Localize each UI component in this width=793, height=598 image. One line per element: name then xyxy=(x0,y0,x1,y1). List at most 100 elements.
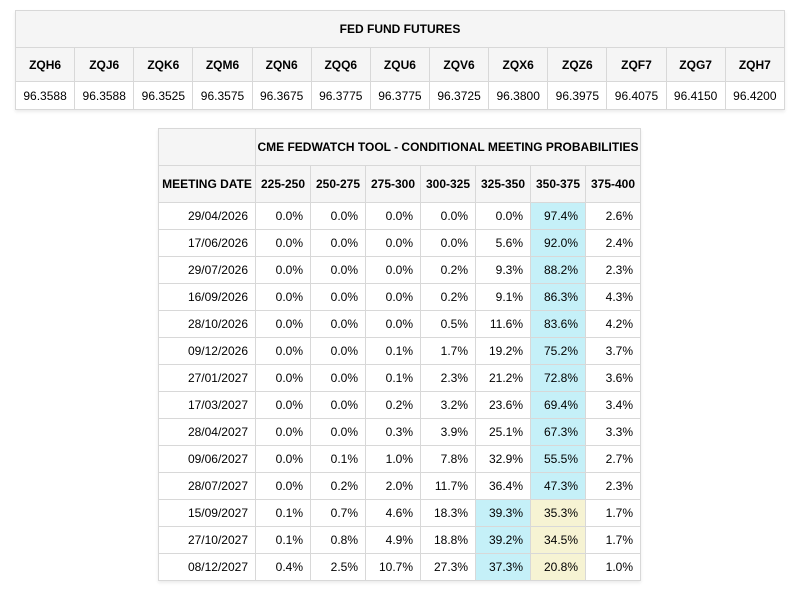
futures-contract-price: 96.3975 xyxy=(547,81,608,110)
probability-cell: 37.3% xyxy=(475,553,531,581)
probability-cell: 0.2% xyxy=(420,256,476,284)
probability-cell: 35.3% xyxy=(530,499,586,527)
probability-cell: 0.0% xyxy=(255,445,311,473)
fedwatch-row: 27/01/2027 0.0% 0.0% 0.1% 2.3% 21.2% 72.8% 3.6% xyxy=(158,364,641,392)
probability-cell: 39.3% xyxy=(475,499,531,527)
rate-range-header: 250-275 xyxy=(310,165,366,203)
probability-cell: 39.2% xyxy=(475,526,531,554)
rate-range-header: 275-300 xyxy=(365,165,421,203)
probability-cell: 4.3% xyxy=(585,283,641,311)
probability-cell: 88.2% xyxy=(530,256,586,284)
probability-cell: 0.0% xyxy=(310,418,366,446)
probability-cell: 0.0% xyxy=(365,283,421,311)
futures-contract-code: ZQN6 xyxy=(251,47,312,82)
probability-cell: 2.0% xyxy=(365,472,421,500)
probability-cell: 0.0% xyxy=(255,283,311,311)
probability-cell: 2.3% xyxy=(585,472,641,500)
probability-cell: 0.2% xyxy=(310,472,366,500)
probability-cell: 3.4% xyxy=(585,391,641,419)
meeting-date-cell: 09/06/2027 xyxy=(158,445,256,473)
fed-fund-futures-table: FED FUND FUTURES ZQH6 ZQJ6 ZQK6 ZQM6 ZQN6 ZQQ… xyxy=(14,10,786,110)
futures-contract-code: ZQH6 xyxy=(14,47,76,82)
probability-cell: 97.4% xyxy=(530,202,586,230)
probability-cell: 0.0% xyxy=(310,364,366,392)
futures-table-title: FED FUND FUTURES xyxy=(15,10,785,48)
probability-cell: 0.0% xyxy=(255,256,311,284)
fedwatch-table: CME FEDWATCH TOOL - CONDITIONAL MEETING … xyxy=(158,128,641,581)
probability-cell: 3.3% xyxy=(585,418,641,446)
probability-cell: 23.6% xyxy=(475,391,531,419)
probability-cell: 3.6% xyxy=(585,364,641,392)
probability-cell: 0.0% xyxy=(310,391,366,419)
probability-cell: 7.8% xyxy=(420,445,476,473)
futures-contract-code: ZQK6 xyxy=(133,47,194,82)
probability-cell: 55.5% xyxy=(530,445,586,473)
futures-contract-code: ZQZ6 xyxy=(547,47,608,82)
probability-cell: 0.0% xyxy=(475,202,531,230)
probability-cell: 18.8% xyxy=(420,526,476,554)
probability-cell: 0.0% xyxy=(310,283,366,311)
fedwatch-table-title: CME FEDWATCH TOOL - CONDITIONAL MEETING … xyxy=(255,128,641,166)
probability-cell: 0.0% xyxy=(310,337,366,365)
probability-cell: 4.9% xyxy=(365,526,421,554)
futures-contract-price: 96.3525 xyxy=(133,81,194,110)
probability-cell: 0.7% xyxy=(310,499,366,527)
futures-title-row: FED FUND FUTURES xyxy=(15,10,785,48)
probability-cell: 0.0% xyxy=(255,202,311,230)
futures-contract-price: 96.3800 xyxy=(488,81,549,110)
fedwatch-body: 29/04/2026 0.0% 0.0% 0.0% 0.0% 0.0% 97.4% 2.6% 1… xyxy=(158,202,641,581)
rate-range-header: 350-375 xyxy=(530,165,586,203)
fedwatch-row: 28/07/2027 0.0% 0.2% 2.0% 11.7% 36.4% 47.3% 2.3… xyxy=(158,472,641,500)
probability-cell: 1.7% xyxy=(585,499,641,527)
meeting-date-cell: 27/01/2027 xyxy=(158,364,256,392)
probability-cell: 25.1% xyxy=(475,418,531,446)
probability-cell: 0.8% xyxy=(310,526,366,554)
fedwatch-row: 28/04/2027 0.0% 0.0% 0.3% 3.9% 25.1% 67.3% 3.3% xyxy=(158,418,641,446)
probability-cell: 1.0% xyxy=(365,445,421,473)
futures-contract-code: ZQU6 xyxy=(369,47,430,82)
probability-cell: 3.7% xyxy=(585,337,641,365)
probability-cell: 0.4% xyxy=(255,553,311,581)
probability-cell: 0.0% xyxy=(310,310,366,338)
meeting-date-cell: 17/06/2026 xyxy=(158,229,256,257)
futures-contract-price: 96.3575 xyxy=(192,81,253,110)
meeting-date-cell: 27/10/2027 xyxy=(158,526,256,554)
probability-cell: 4.2% xyxy=(585,310,641,338)
fedwatch-corner-cell xyxy=(158,128,256,166)
probability-cell: 1.7% xyxy=(420,337,476,365)
probability-cell: 4.6% xyxy=(365,499,421,527)
fedwatch-row: 29/04/2026 0.0% 0.0% 0.0% 0.0% 0.0% 97.4% 2.6% xyxy=(158,202,641,230)
futures-contract-price: 96.3725 xyxy=(428,81,490,110)
fedwatch-row: 29/07/2026 0.0% 0.0% 0.0% 0.2% 9.3% 88.2% 2.3% xyxy=(158,256,641,284)
probability-cell: 2.3% xyxy=(585,256,641,284)
futures-contract-code: ZQG7 xyxy=(665,47,726,82)
probability-cell: 0.1% xyxy=(365,337,421,365)
probability-cell: 0.0% xyxy=(365,256,421,284)
fedwatch-row: 09/06/2027 0.0% 0.1% 1.0% 7.8% 32.9% 55.5% 2.7% xyxy=(158,445,641,473)
probability-cell: 0.0% xyxy=(255,337,311,365)
meeting-date-cell: 16/09/2026 xyxy=(158,283,256,311)
probability-cell: 3.9% xyxy=(420,418,476,446)
probability-cell: 11.7% xyxy=(420,472,476,500)
meeting-date-cell: 28/07/2027 xyxy=(158,472,256,500)
probability-cell: 0.1% xyxy=(365,364,421,392)
meeting-date-cell: 29/04/2026 xyxy=(158,202,256,230)
futures-contract-price: 96.4200 xyxy=(724,81,786,110)
probability-cell: 0.0% xyxy=(255,229,311,257)
futures-contract-code: ZQJ6 xyxy=(74,47,135,82)
probability-cell: 83.6% xyxy=(530,310,586,338)
futures-contract-price: 96.3588 xyxy=(14,81,76,110)
probability-cell: 0.0% xyxy=(365,310,421,338)
probability-cell: 21.2% xyxy=(475,364,531,392)
meeting-date-cell: 08/12/2027 xyxy=(158,553,256,581)
meeting-date-header: MEETING DATE xyxy=(158,165,256,203)
fedwatch-row: 28/10/2026 0.0% 0.0% 0.0% 0.5% 11.6% 83.6% 4.2% xyxy=(158,310,641,338)
futures-contract-price: 96.4150 xyxy=(665,81,726,110)
probability-cell: 0.0% xyxy=(255,418,311,446)
probability-cell: 0.0% xyxy=(365,229,421,257)
probability-cell: 2.5% xyxy=(310,553,366,581)
probability-cell: 1.7% xyxy=(585,526,641,554)
probability-cell: 2.4% xyxy=(585,229,641,257)
probability-cell: 34.5% xyxy=(530,526,586,554)
fedwatch-row: 17/03/2027 0.0% 0.0% 0.2% 3.2% 23.6% 69.4% 3.4% xyxy=(158,391,641,419)
